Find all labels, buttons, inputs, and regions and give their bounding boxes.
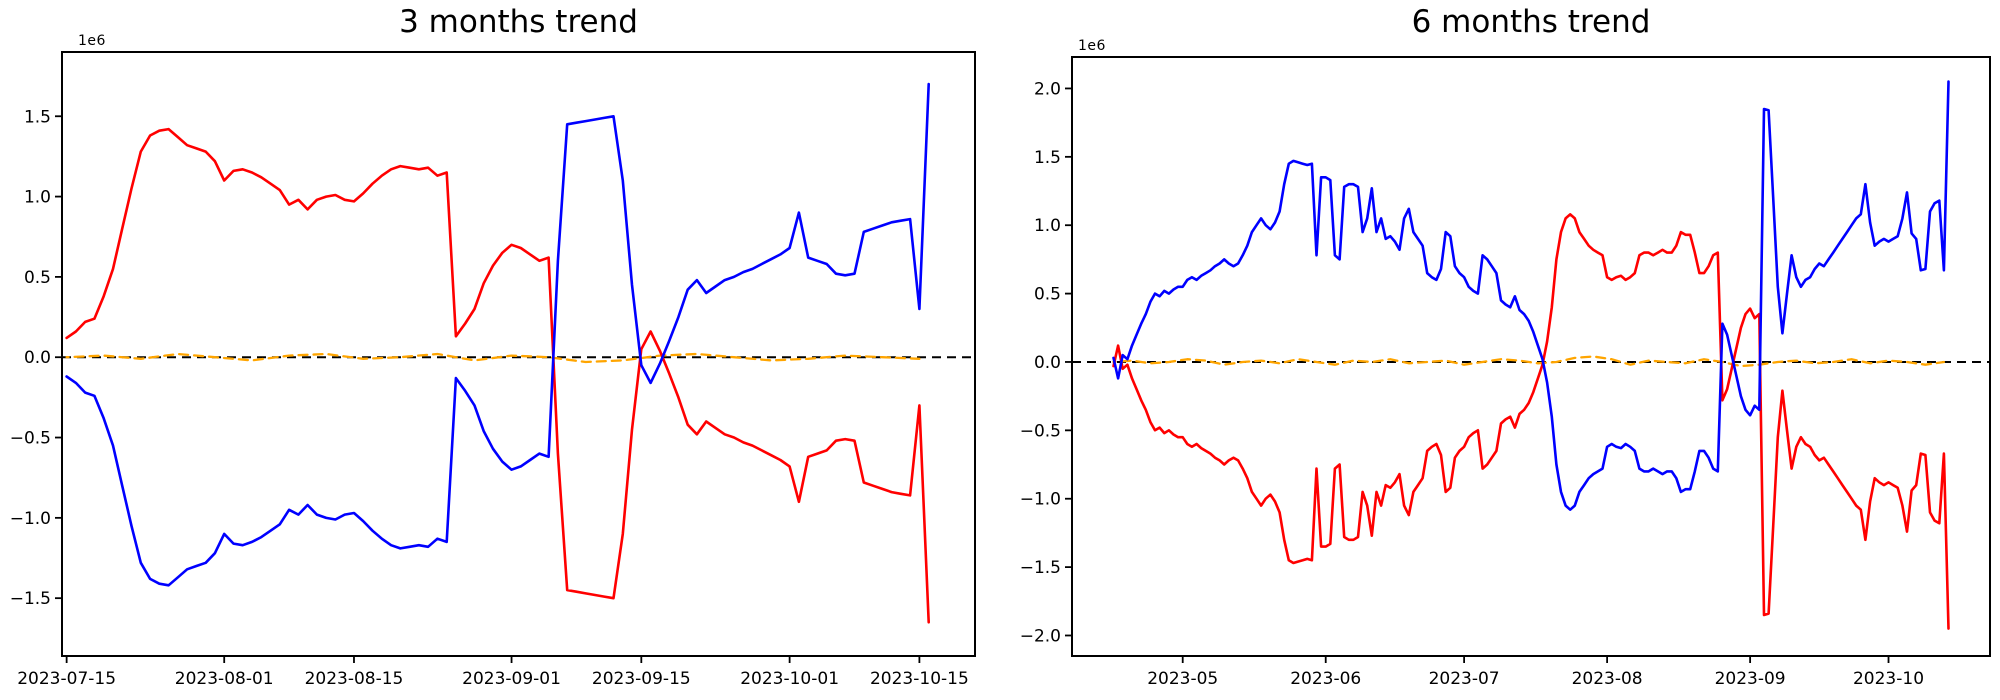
y-tick-label: 1.0 <box>1034 216 1061 236</box>
x-tick-label: 2023-09-15 <box>592 669 691 689</box>
x-tick-label: 2023-05 <box>1147 669 1218 689</box>
y-tick-label: −1.5 <box>10 589 51 609</box>
y-tick-label: −0.5 <box>1020 421 1061 441</box>
y-axis-offset-label-right: 1e6 <box>1078 38 1106 54</box>
y-tick-label: 1.0 <box>24 188 51 208</box>
x-tick-label: 2023-09-01 <box>462 669 561 689</box>
series-orange-line <box>65 352 921 364</box>
chart-title-3-months: 3 months trend <box>399 4 638 40</box>
y-tick-label: 2.0 <box>1034 79 1061 99</box>
y-tick-label: 1.5 <box>24 107 51 127</box>
y-tick-label: 0.5 <box>24 268 51 288</box>
series-red-line <box>65 127 931 624</box>
x-tick-label: 2023-10 <box>1853 669 1924 689</box>
series-blue-line <box>1112 80 1950 512</box>
x-tick-label: 2023-08 <box>1572 669 1643 689</box>
x-tick-label: 2023-09 <box>1715 669 1786 689</box>
x-tick-label: 2023-07-15 <box>17 669 116 689</box>
series-red-line <box>1112 213 1950 630</box>
x-tick-label: 2023-08-01 <box>175 669 274 689</box>
x-tick-label: 2023-08-15 <box>305 669 404 689</box>
y-tick-label: 0.5 <box>1034 285 1061 305</box>
series-orange-line <box>1112 355 1946 368</box>
y-axis-offset-label-left: 1e6 <box>78 33 106 49</box>
x-tick-label: 2023-10-01 <box>740 669 839 689</box>
y-tick-label: 0.0 <box>1034 353 1061 373</box>
axes-frame <box>61 51 976 657</box>
y-tick-label: −1.0 <box>10 509 51 529</box>
x-tick-label: 2023-07 <box>1429 669 1500 689</box>
y-tick-label: 1.5 <box>1034 148 1061 168</box>
series-blue-line <box>65 82 931 587</box>
y-tick-label: −1.5 <box>1020 558 1061 578</box>
x-tick-label: 2023-06 <box>1290 669 1361 689</box>
y-tick-label: −1.0 <box>1020 490 1061 510</box>
chart-title-6-months: 6 months trend <box>1411 4 1651 40</box>
y-tick-label: −2.0 <box>1020 626 1061 646</box>
y-tick-label: −0.5 <box>10 429 51 449</box>
x-tick-label: 2023-10-15 <box>870 669 969 689</box>
axes-frame <box>1071 56 1991 657</box>
y-tick-label: 0.0 <box>24 348 51 368</box>
